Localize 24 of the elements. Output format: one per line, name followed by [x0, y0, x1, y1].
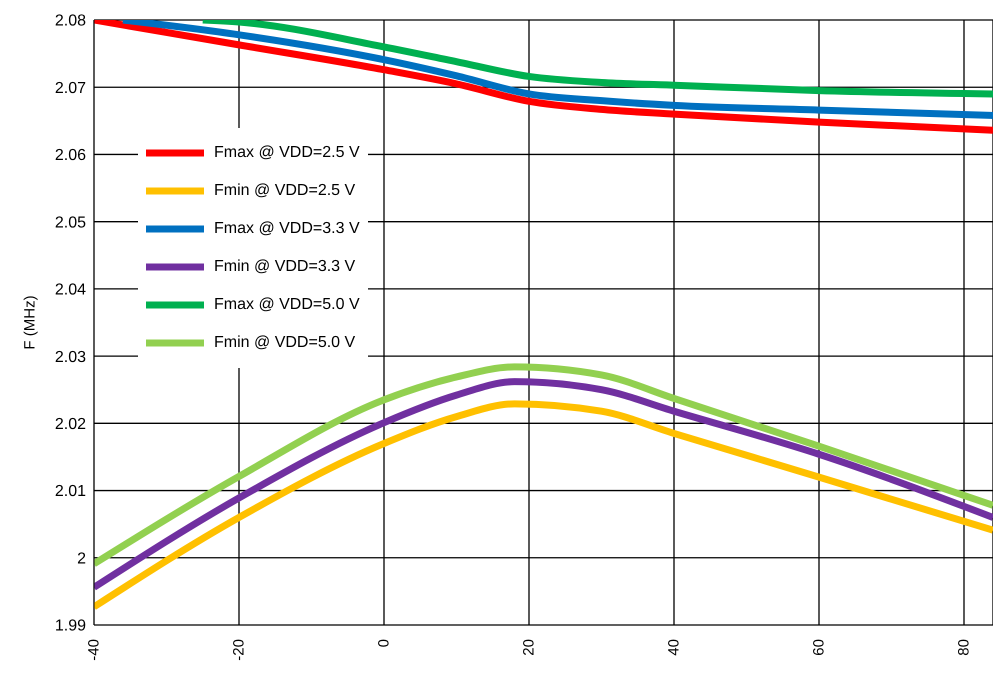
y-tick-label: 2.01 [54, 483, 86, 500]
y-tick-label: 2.07 [54, 80, 86, 97]
y-tick-label: 2.03 [54, 348, 86, 366]
legend-label: Fmax @ VDD=3.3 V [214, 220, 360, 238]
y-tick-label: 2 [77, 550, 86, 568]
y-tick-label: 2.06 [54, 147, 86, 164]
legend-label: Fmax @ VDD=5.0 V [214, 296, 360, 314]
y-tick-label: 2.02 [54, 416, 86, 434]
x-tick-label: -40 [86, 639, 102, 661]
x-tick-label: 80 [956, 639, 972, 656]
y-tick-label: 1.99 [54, 618, 86, 635]
x-tick-label: 40 [666, 639, 682, 656]
y-tick-label: 2.04 [54, 282, 86, 299]
legend-label: Fmin @ VDD=5.0 V [214, 334, 356, 352]
x-tick-label: 20 [520, 639, 538, 656]
y-tick-label: 2.05 [54, 214, 86, 232]
legend-label: Fmax @ VDD=2.5 V [214, 144, 360, 162]
x-tick-label: -20 [230, 639, 248, 661]
y-tick-label: 2.08 [54, 12, 86, 30]
x-tick-label: 0 [376, 639, 392, 648]
legend-label: Fmin @ VDD=2.5 V [214, 182, 356, 200]
x-tick-label: 60 [810, 639, 828, 656]
y-axis-title: F (MHz) [21, 295, 38, 350]
legend-label: Fmin @ VDD=3.3 V [214, 258, 356, 276]
